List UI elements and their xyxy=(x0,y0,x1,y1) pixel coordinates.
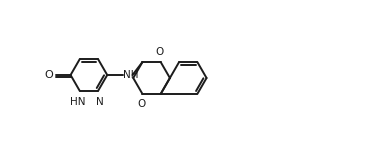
Text: O: O xyxy=(155,47,164,57)
Text: O: O xyxy=(45,70,53,80)
Text: N: N xyxy=(96,97,104,107)
Text: O: O xyxy=(137,99,145,109)
Text: HN: HN xyxy=(70,97,85,107)
Text: NH: NH xyxy=(123,70,139,80)
